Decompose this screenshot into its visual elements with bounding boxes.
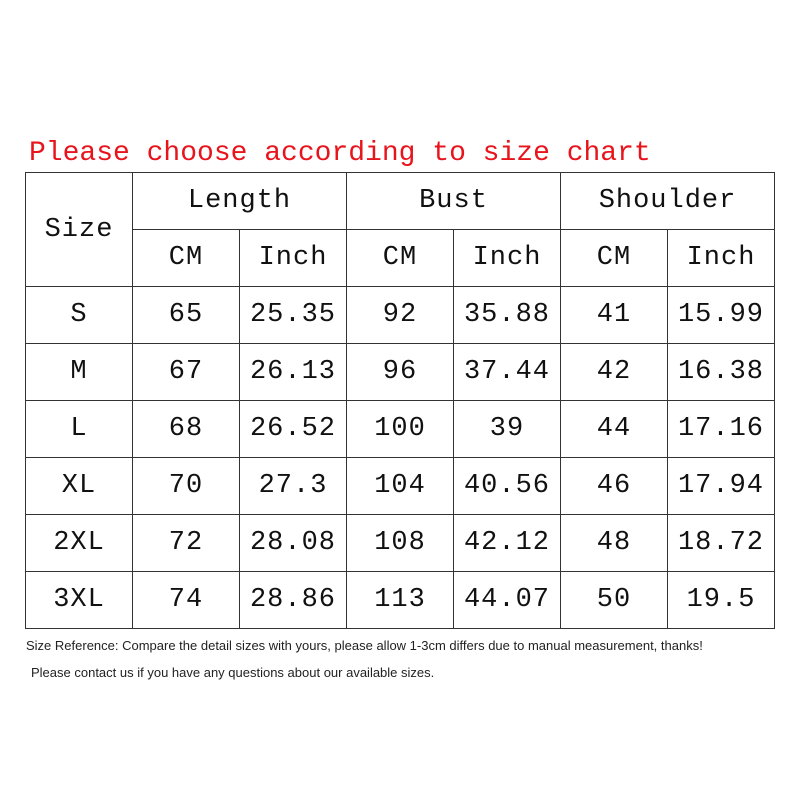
size-header: Size [25, 172, 133, 287]
value-cell: 68 [132, 400, 240, 458]
contact-note: Please contact us if you have any questi… [31, 665, 435, 680]
size-reference-note: Size Reference: Compare the detail sizes… [26, 638, 703, 653]
size-cell: 3XL [25, 571, 133, 629]
value-cell: 41 [560, 286, 668, 344]
table-row: 3XL 74 28.86 113 44.07 50 19.5 [25, 571, 775, 629]
value-cell: 92 [346, 286, 454, 344]
value-cell: 46 [560, 457, 668, 515]
header-row-groups: Size Length Bust Shoulder [25, 172, 775, 287]
value-cell: 72 [132, 514, 240, 572]
value-cell: 26.52 [239, 400, 347, 458]
group-header-shoulder: Shoulder [560, 172, 775, 230]
header-row-units: CM Inch CM Inch CM Inch [26, 229, 775, 287]
value-cell: 70 [132, 457, 240, 515]
size-cell: M [25, 343, 133, 401]
value-cell: 42.12 [453, 514, 561, 572]
value-cell: 104 [346, 457, 454, 515]
group-header-length: Length [132, 172, 347, 230]
table-row: M 67 26.13 96 37.44 42 16.38 [25, 343, 775, 401]
value-cell: 67 [132, 343, 240, 401]
unit-header: Inch [453, 229, 561, 287]
table-row: XL 70 27.3 104 40.56 46 17.94 [25, 457, 775, 515]
value-cell: 39 [453, 400, 561, 458]
unit-header: CM [560, 229, 668, 287]
group-header-bust: Bust [346, 172, 561, 230]
value-cell: 48 [560, 514, 668, 572]
value-cell: 19.5 [667, 571, 775, 629]
value-cell: 17.94 [667, 457, 775, 515]
unit-header: Inch [239, 229, 347, 287]
value-cell: 74 [132, 571, 240, 629]
value-cell: 27.3 [239, 457, 347, 515]
value-cell: 26.13 [239, 343, 347, 401]
value-cell: 15.99 [667, 286, 775, 344]
value-cell: 44.07 [453, 571, 561, 629]
table-row: S 65 25.35 92 35.88 41 15.99 [25, 286, 775, 344]
value-cell: 28.86 [239, 571, 347, 629]
value-cell: 108 [346, 514, 454, 572]
value-cell: 96 [346, 343, 454, 401]
size-cell: S [25, 286, 133, 344]
size-cell: L [25, 400, 133, 458]
unit-header: CM [132, 229, 240, 287]
value-cell: 17.16 [667, 400, 775, 458]
value-cell: 50 [560, 571, 668, 629]
value-cell: 40.56 [453, 457, 561, 515]
size-chart-table: Size Length Bust Shoulder CM Inch CM Inc… [25, 172, 775, 629]
unit-header: CM [346, 229, 454, 287]
value-cell: 44 [560, 400, 668, 458]
unit-header: Inch [667, 229, 775, 287]
value-cell: 18.72 [667, 514, 775, 572]
value-cell: 16.38 [667, 343, 775, 401]
table-row: L 68 26.52 100 39 44 17.16 [25, 400, 775, 458]
value-cell: 100 [346, 400, 454, 458]
table-row: 2XL 72 28.08 108 42.12 48 18.72 [25, 514, 775, 572]
value-cell: 35.88 [453, 286, 561, 344]
page-title: Please choose according to size chart [29, 138, 651, 169]
size-cell: 2XL [25, 514, 133, 572]
value-cell: 28.08 [239, 514, 347, 572]
value-cell: 65 [132, 286, 240, 344]
size-cell: XL [25, 457, 133, 515]
value-cell: 42 [560, 343, 668, 401]
value-cell: 37.44 [453, 343, 561, 401]
value-cell: 113 [346, 571, 454, 629]
value-cell: 25.35 [239, 286, 347, 344]
